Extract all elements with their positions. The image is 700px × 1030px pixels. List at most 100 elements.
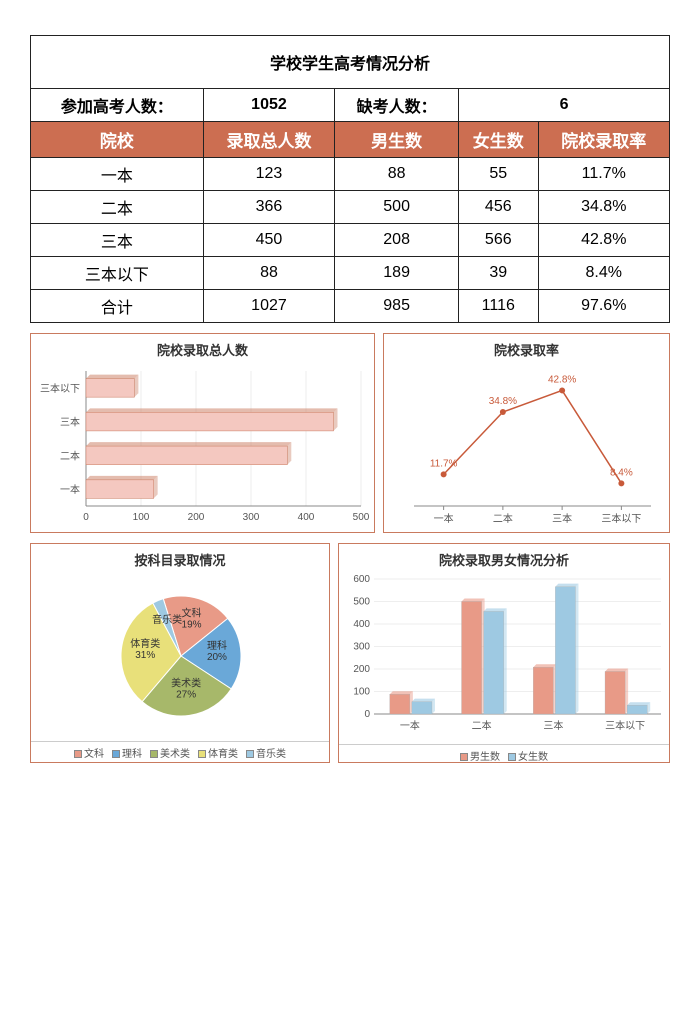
svg-text:三本以下: 三本以下 (40, 382, 80, 395)
dashboard-page: 学校学生高考情况分析 参加高考人数： 1052 缺考人数： 6 院校 录取总人数… (0, 0, 700, 793)
svg-text:三本以下: 三本以下 (605, 719, 645, 732)
table-cell: 208 (335, 224, 459, 257)
grouped-bar-box: 院校录取男女情况分析 0100200300400500600一本二本三本三本以下… (338, 543, 670, 763)
table-cell: 1116 (459, 290, 538, 323)
legend-item: 理科 (112, 745, 142, 760)
svg-text:200: 200 (353, 664, 370, 675)
table-row: 二本36650045634.8% (31, 191, 670, 224)
bar-chart-svg: 0 100 200 300 400 500 三本以下三本二本一本 (31, 361, 376, 531)
pie-legend: 文科理科美术类体育类音乐类 (31, 741, 329, 763)
summary-row: 参加高考人数： 1052 缺考人数： 6 (31, 89, 670, 122)
table-cell: 985 (335, 290, 459, 323)
table-header-row: 院校 录取总人数 男生数 女生数 院校录取率 (31, 122, 670, 158)
bar-chart-title: 院校录取总人数 (31, 334, 374, 361)
svg-text:音乐类: 音乐类 (152, 613, 182, 626)
svg-text:文科: 文科 (182, 607, 202, 620)
svg-text:400: 400 (298, 512, 315, 523)
table-cell: 97.6% (538, 290, 669, 323)
table-cell: 合计 (31, 290, 204, 323)
col-header: 女生数 (459, 122, 538, 158)
svg-text:100: 100 (133, 512, 150, 523)
table-row: 一本123885511.7% (31, 158, 670, 191)
col-header: 男生数 (335, 122, 459, 158)
table-cell: 456 (459, 191, 538, 224)
legend-item: 音乐类 (246, 745, 286, 760)
charts-row-2: 按科目录取情况 文科19%理科20%美术类27%体育类31%音乐类 文科理科美术… (30, 543, 670, 763)
legend-item: 美术类 (150, 745, 190, 760)
table-cell: 8.4% (538, 257, 669, 290)
svg-text:42.8%: 42.8% (548, 374, 576, 385)
svg-text:体育类: 体育类 (130, 637, 160, 650)
table-cell: 39 (459, 257, 538, 290)
pie-chart-title: 按科目录取情况 (31, 544, 329, 571)
svg-text:二本: 二本 (493, 512, 513, 525)
legend-item: 男生数 (460, 748, 500, 763)
table-cell: 34.8% (538, 191, 669, 224)
col-header: 院校 (31, 122, 204, 158)
grouped-bar-legend: 男生数女生数 (339, 744, 669, 766)
svg-text:100: 100 (353, 687, 370, 698)
legend-item: 体育类 (198, 745, 238, 760)
pie-chart-svg: 文科19% 理科20% 美术类27% 体育类31% 音乐类 (31, 571, 331, 736)
table-row: 三本45020856642.8% (31, 224, 670, 257)
table-cell: 二本 (31, 191, 204, 224)
table-cell: 三本 (31, 224, 204, 257)
svg-text:20%: 20% (207, 652, 227, 663)
table-cell: 11.7% (538, 158, 669, 191)
grouped-bar-svg: 0100200300400500600一本二本三本三本以下 (339, 571, 671, 739)
svg-text:美术类: 美术类 (171, 677, 201, 690)
line-chart-box: 院校录取率 一本 二本 三本 三本以下 11.7% 34.8% 42.8% 8.4% (383, 333, 670, 533)
svg-text:500: 500 (353, 597, 370, 608)
col-header: 院校录取率 (538, 122, 669, 158)
table-cell: 366 (203, 191, 334, 224)
bar-chart-box: 院校录取总人数 0 100 200 300 400 500 三本以下三本二本一本 (30, 333, 375, 533)
svg-text:一本: 一本 (434, 512, 454, 525)
svg-text:理科: 理科 (207, 639, 227, 652)
table-cell: 55 (459, 158, 538, 191)
svg-text:三本: 三本 (543, 719, 563, 732)
absent-label: 缺考人数： (335, 89, 459, 122)
svg-text:二本: 二本 (472, 719, 492, 732)
table-cell: 88 (203, 257, 334, 290)
svg-text:300: 300 (243, 512, 260, 523)
table-row: 三本以下88189398.4% (31, 257, 670, 290)
svg-text:19%: 19% (182, 620, 202, 631)
svg-text:31%: 31% (135, 650, 155, 661)
table-cell: 42.8% (538, 224, 669, 257)
table-cell: 500 (335, 191, 459, 224)
table-row: 合计1027985111697.6% (31, 290, 670, 323)
svg-text:400: 400 (353, 619, 370, 630)
svg-text:34.8%: 34.8% (489, 396, 517, 407)
svg-text:三本以下: 三本以下 (601, 512, 641, 525)
col-header: 录取总人数 (203, 122, 334, 158)
exam-count-value: 1052 (203, 89, 334, 122)
table-cell: 三本以下 (31, 257, 204, 290)
line-chart-title: 院校录取率 (384, 334, 669, 361)
table-cell: 123 (203, 158, 334, 191)
page-title: 学校学生高考情况分析 (31, 36, 670, 89)
svg-text:200: 200 (188, 512, 205, 523)
legend-item: 女生数 (508, 748, 548, 763)
main-table: 学校学生高考情况分析 参加高考人数： 1052 缺考人数： 6 院校 录取总人数… (30, 35, 670, 323)
svg-text:27%: 27% (176, 690, 196, 701)
svg-text:一本: 一本 (60, 483, 80, 496)
table-cell: 189 (335, 257, 459, 290)
svg-text:三本: 三本 (552, 512, 572, 525)
svg-text:0: 0 (83, 512, 89, 523)
table-cell: 一本 (31, 158, 204, 191)
table-cell: 450 (203, 224, 334, 257)
table-cell: 566 (459, 224, 538, 257)
charts-row-1: 院校录取总人数 0100200300400500三本以下三本二本一本 院校录取率… (30, 333, 670, 533)
svg-text:二本: 二本 (60, 449, 80, 462)
legend-item: 文科 (74, 745, 104, 760)
table-cell: 88 (335, 158, 459, 191)
line-chart-svg: 一本 二本 三本 三本以下 11.7% 34.8% 42.8% 8.4% (384, 361, 671, 531)
svg-text:11.7%: 11.7% (430, 458, 458, 469)
svg-text:500: 500 (353, 512, 370, 523)
table-cell: 1027 (203, 290, 334, 323)
svg-text:8.4%: 8.4% (610, 467, 633, 478)
svg-text:600: 600 (353, 574, 370, 585)
exam-count-label: 参加高考人数： (31, 89, 204, 122)
svg-text:三本: 三本 (60, 416, 80, 429)
absent-value: 6 (459, 89, 670, 122)
